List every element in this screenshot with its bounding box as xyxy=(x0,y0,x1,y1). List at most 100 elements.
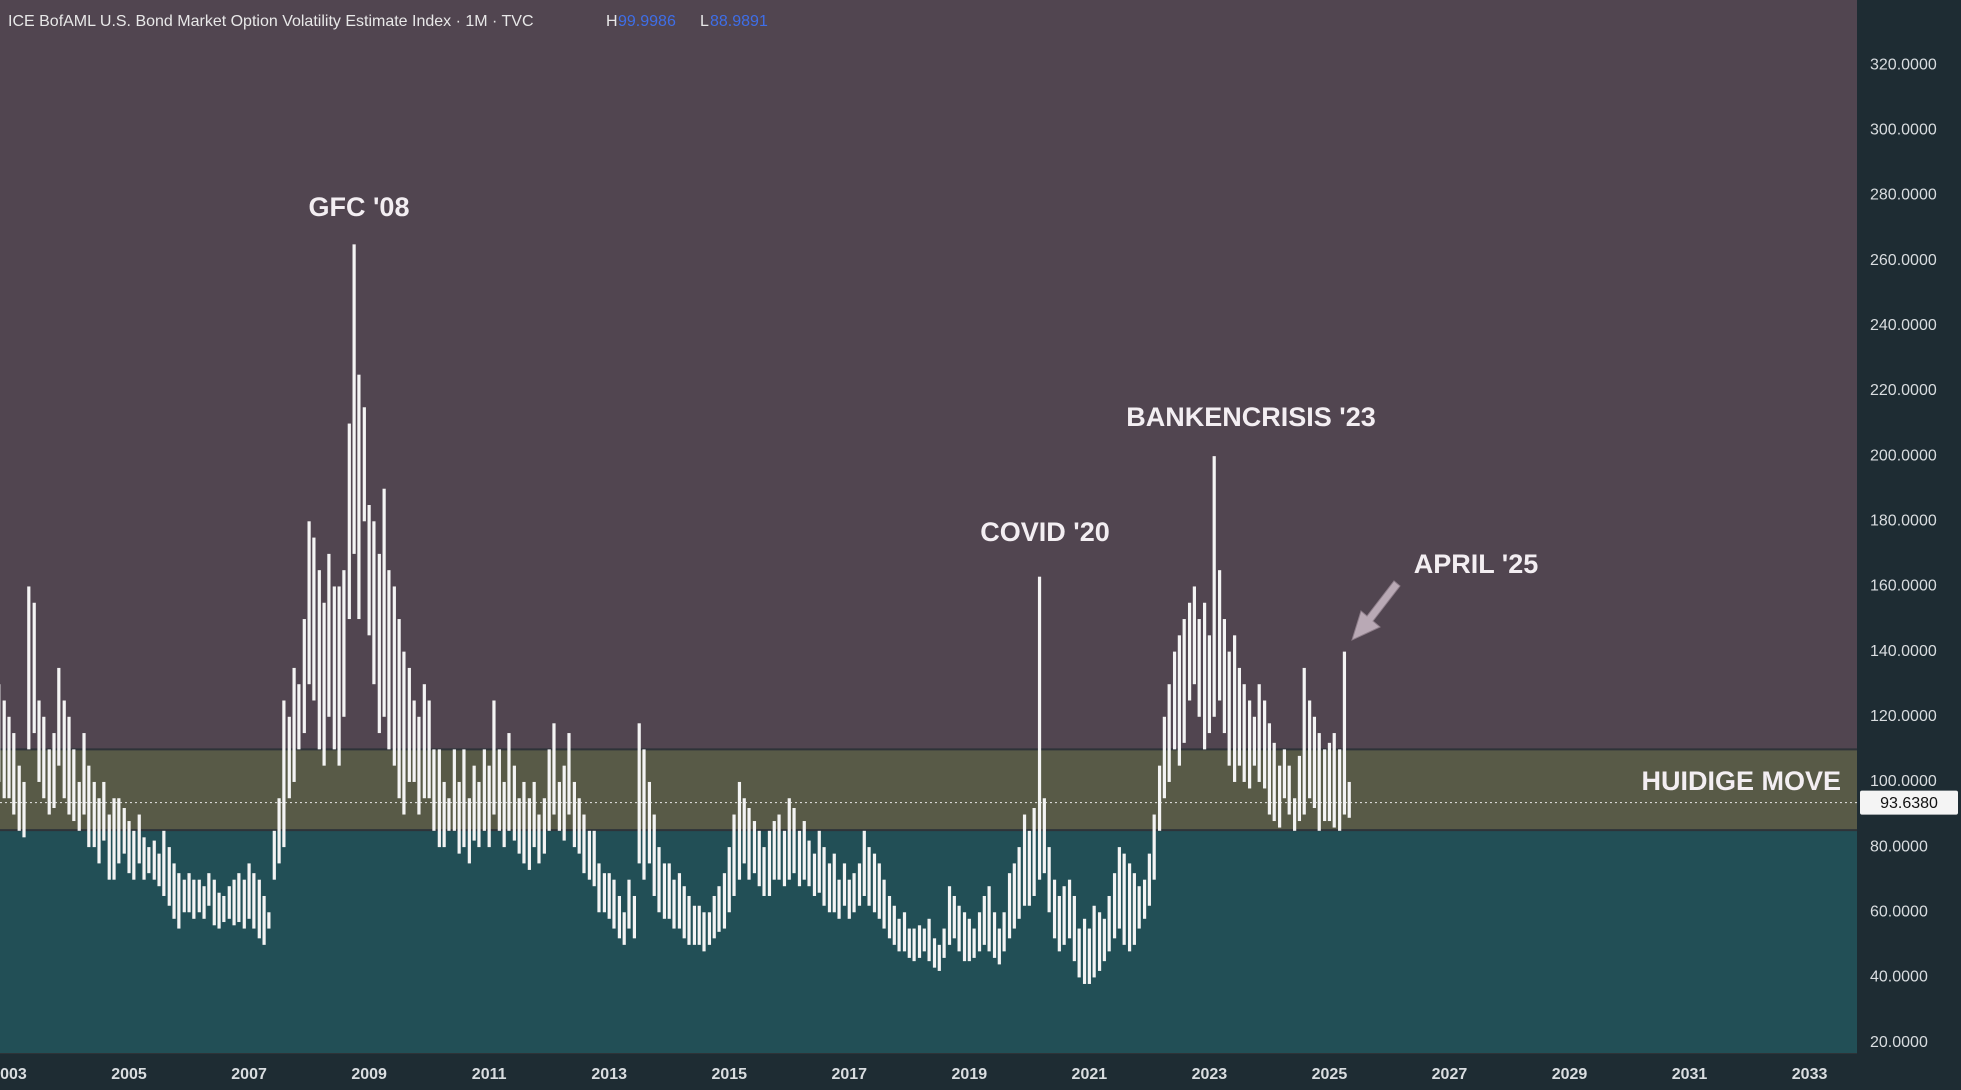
bar xyxy=(1127,863,1132,952)
x-tick-label: 2005 xyxy=(111,1066,147,1083)
bar xyxy=(12,733,16,815)
last-value-box xyxy=(1860,790,1958,815)
x-tick-label: 2003 xyxy=(0,1066,27,1083)
bar xyxy=(397,619,401,799)
bar xyxy=(867,847,871,906)
stat-value: 88.9891 xyxy=(710,13,768,30)
bar xyxy=(1272,742,1276,822)
bar xyxy=(407,667,411,782)
bar xyxy=(157,853,161,887)
bar xyxy=(692,905,697,945)
y-tick-label: 120.0000 xyxy=(1870,708,1937,725)
x-tick-label: 2019 xyxy=(952,1066,988,1083)
bar xyxy=(717,886,721,932)
bar xyxy=(197,879,201,913)
bar xyxy=(1012,863,1016,929)
bar xyxy=(1122,853,1126,945)
bar xyxy=(457,781,461,854)
bar xyxy=(127,821,131,874)
bar xyxy=(552,723,556,815)
bar xyxy=(147,847,151,874)
bar xyxy=(582,814,586,874)
bar xyxy=(32,602,36,734)
x-tick-label: 2025 xyxy=(1312,1066,1348,1083)
bar xyxy=(807,840,811,887)
y-tick-label: 100.0000 xyxy=(1870,773,1937,790)
bar xyxy=(612,879,616,929)
bar xyxy=(722,873,727,929)
bar xyxy=(592,830,596,887)
bar xyxy=(1017,847,1021,919)
bar xyxy=(957,905,961,952)
bar xyxy=(732,814,736,896)
bar xyxy=(242,879,246,929)
bar xyxy=(762,847,766,896)
bar xyxy=(277,798,281,864)
bar xyxy=(837,879,841,919)
bar xyxy=(932,938,937,968)
bar xyxy=(452,749,456,831)
zone xyxy=(0,749,1857,831)
bar xyxy=(942,928,946,958)
bar xyxy=(752,821,757,874)
bar xyxy=(962,912,967,962)
bar xyxy=(517,798,521,854)
bar xyxy=(1117,847,1121,929)
bar xyxy=(1082,918,1087,984)
bar xyxy=(327,553,331,717)
bar xyxy=(107,814,111,880)
bar xyxy=(182,879,186,913)
bar xyxy=(562,765,566,841)
bar xyxy=(727,847,731,913)
bar xyxy=(202,886,206,919)
bar xyxy=(607,873,611,919)
bar xyxy=(1287,765,1291,815)
bar xyxy=(857,863,862,906)
bar xyxy=(707,912,712,945)
bar xyxy=(1057,895,1061,952)
bar xyxy=(677,873,682,929)
bar xyxy=(822,847,826,906)
y-tick-label: 40.0000 xyxy=(1870,969,1928,986)
bar xyxy=(737,781,742,880)
annotation: GFC '08 xyxy=(309,192,410,222)
bar xyxy=(1338,749,1342,831)
bar xyxy=(1192,586,1196,685)
bar xyxy=(1207,635,1211,734)
bar xyxy=(657,847,661,913)
bar xyxy=(332,586,336,750)
bar xyxy=(652,814,656,896)
bar xyxy=(167,847,171,906)
bar xyxy=(777,814,781,880)
bar xyxy=(82,733,86,815)
bar xyxy=(572,781,576,848)
chart-title: ICE BofAML U.S. Bond Market Option Volat… xyxy=(8,13,534,30)
bar xyxy=(117,798,121,864)
bar xyxy=(672,879,676,929)
bar xyxy=(302,619,306,734)
bar xyxy=(1248,700,1252,789)
y-tick-label: 80.0000 xyxy=(1870,838,1928,855)
bar xyxy=(102,781,106,841)
bar xyxy=(1102,918,1106,962)
bar xyxy=(477,781,481,848)
bar xyxy=(232,879,236,926)
bar xyxy=(1167,684,1171,782)
bar xyxy=(907,928,911,958)
bar xyxy=(427,700,431,799)
bar xyxy=(862,830,866,896)
bar xyxy=(312,537,316,701)
bar xyxy=(342,570,346,717)
bar xyxy=(842,863,847,906)
bar xyxy=(882,879,886,929)
bar xyxy=(142,837,146,880)
bar xyxy=(1037,576,1042,880)
bar xyxy=(1137,886,1141,929)
bar xyxy=(557,781,561,831)
bar xyxy=(1267,723,1272,815)
bar xyxy=(642,749,646,880)
bar xyxy=(627,879,631,929)
bar xyxy=(37,700,41,782)
bar xyxy=(637,723,641,864)
bar xyxy=(987,886,991,952)
